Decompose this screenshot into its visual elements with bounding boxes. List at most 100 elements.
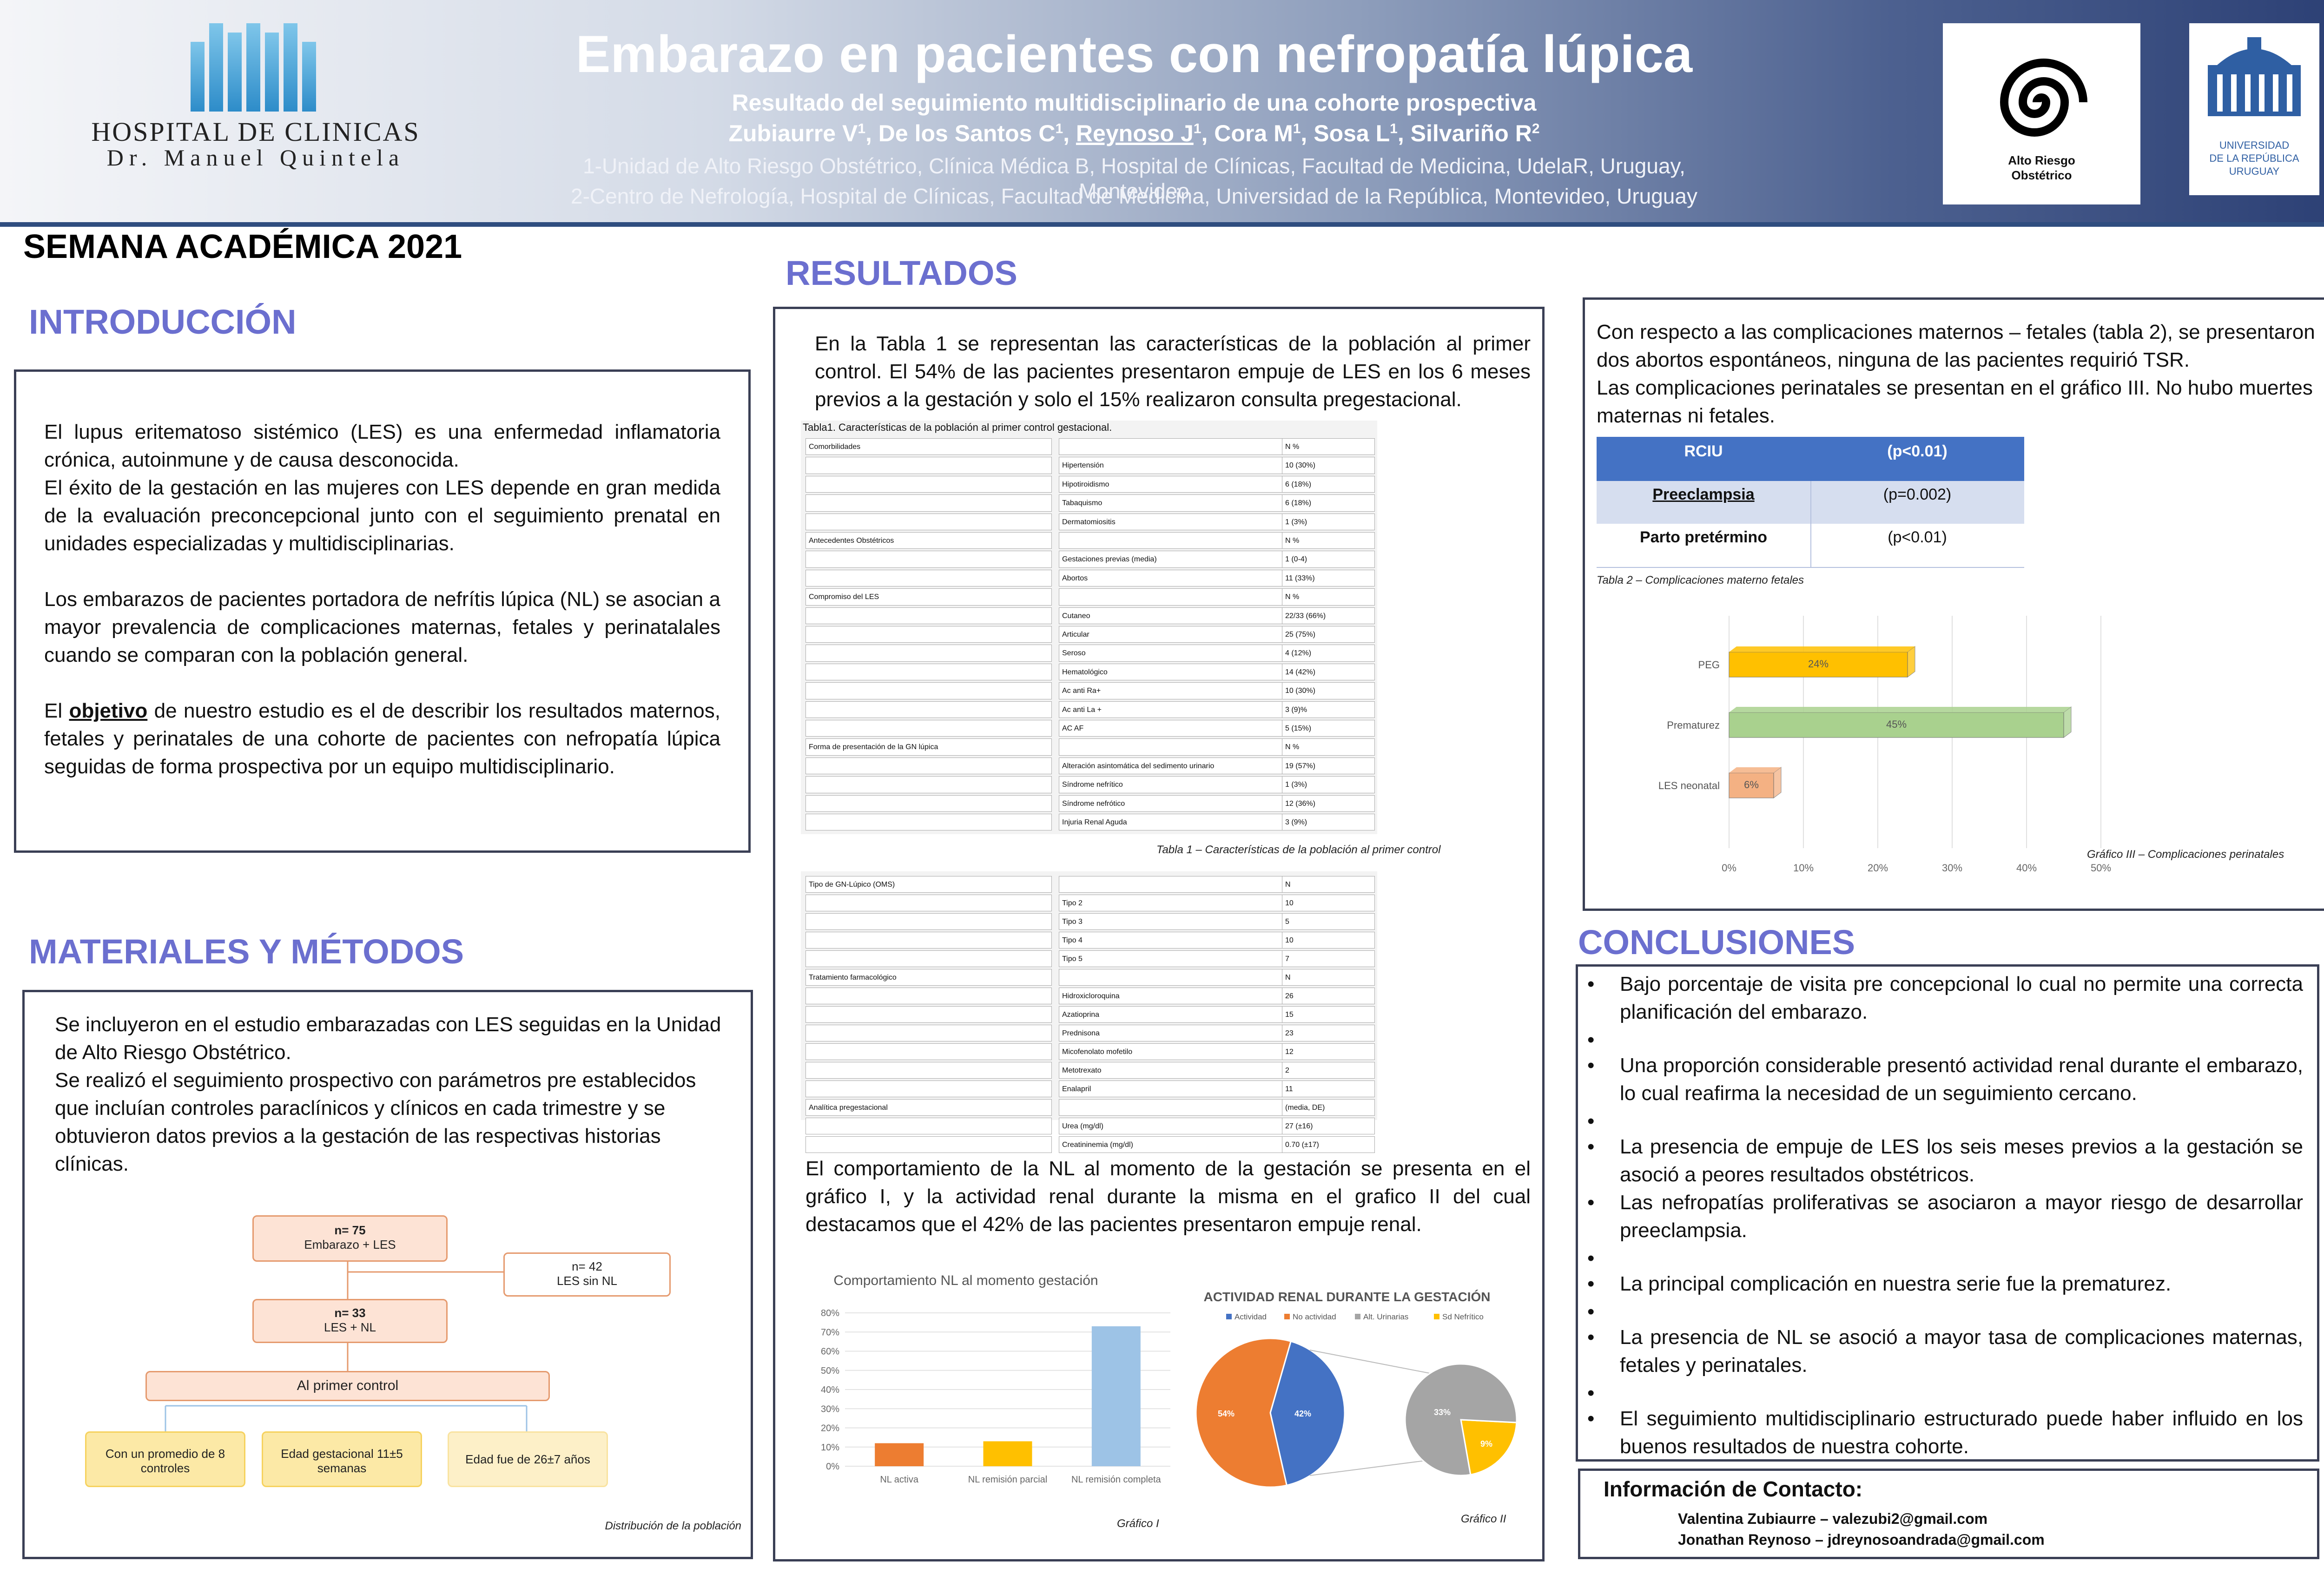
bar-peg (1729, 652, 1908, 678)
flow-n75-label: Embarazo + LES (304, 1238, 396, 1252)
table2-header: RCIU (p<0.01) (1597, 437, 2024, 481)
legend-swatch (1434, 1314, 1439, 1319)
pie-label: 42% (1294, 1409, 1311, 1418)
chart-nl-behavior: Comportamiento NL al momento gestación 0%… (821, 1273, 1170, 1485)
aro-logo-text2: Obstétrico (2011, 168, 2072, 182)
table-cell: Tipo de GN-Lúpico (OMS) (805, 876, 1052, 893)
category-label: Prematurez (1667, 719, 1720, 731)
table-row: AC AF 5 (15%) (805, 719, 1375, 737)
table-cell (805, 1080, 1052, 1097)
table-cell: 7 (1282, 950, 1375, 967)
table-row: Analítica pregestacional (media, DE) (805, 1098, 1375, 1116)
intro-p2: El éxito de la gestación en las mujeres … (44, 476, 720, 555)
intro-p4: El objetivo de nuestro estudio es el de … (44, 699, 720, 778)
conclusion-item: La presencia de NL se asoció a mayor tas… (1578, 1324, 2303, 1379)
table-cell (805, 663, 1052, 681)
table2-caption: Tabla 2 – Complicaciones materno fetales (1597, 574, 1804, 586)
table-cell: 10 (30%) (1282, 457, 1375, 474)
table-cell: (media, DE) (1282, 1099, 1375, 1116)
table-cell (805, 1136, 1052, 1153)
results-p2: El comportamiento de la NL al momento de… (805, 1157, 1531, 1236)
flow-n42-label: LES sin NL (556, 1274, 618, 1288)
table2-header-cell: RCIU (1684, 442, 1723, 460)
flow-n75: n= 75 (334, 1223, 366, 1237)
methods-p2: Se realizó el seguimiento prospectivo co… (55, 1069, 696, 1175)
conclusion-item: La principal complicación en nuestra ser… (1578, 1270, 2303, 1298)
results-p1: En la Tabla 1 se representan las caracte… (815, 332, 1531, 411)
affiliation-1: 1-Unidad de Alto Riesgo Obstétrico, Clín… (583, 154, 1685, 203)
table-row: Tabaquismo 6 (18%) (805, 494, 1375, 512)
table-row: Síndrome nefrítico 1 (3%) (805, 775, 1375, 793)
author: Sosa L (1314, 120, 1390, 146)
table2-cell: Preeclampsia (1652, 486, 1755, 503)
y-tick-label: 20% (821, 1423, 839, 1434)
y-tick-label: 60% (821, 1347, 839, 1357)
conclusions-list: Bajo porcentaje de visita pre concepcion… (1578, 970, 2303, 1461)
table-cell: 4 (12%) (1282, 645, 1375, 662)
hospital-logo (191, 23, 316, 112)
table-row: Enalapril 11 (805, 1080, 1375, 1097)
table-row: Seroso 4 (12%) (805, 644, 1375, 662)
table-cell (805, 475, 1052, 493)
x-tick-label: 30% (1942, 862, 1962, 874)
table-cell (805, 913, 1052, 930)
methods-heading: MATERIALES Y MÉTODOS (29, 932, 464, 971)
poster-title: Embarazo en pacientes con nefropatía lúp… (575, 25, 1693, 83)
udelar-text2: DE LA REPÚBLICA (2209, 152, 2299, 164)
conclusion-item: Bajo porcentaje de visita pre concepcion… (1578, 970, 2303, 1026)
x-tick-label: NL remisión parcial (968, 1475, 1047, 1485)
hospital-subname: Dr. Manuel Quintela (106, 145, 405, 171)
table-row: Comorbilidades N % (805, 437, 1375, 455)
table-row: Tipo 4 10 (805, 931, 1375, 949)
aro-logo-text1: Alto Riesgo (2008, 153, 2075, 167)
table-cell: Forma de presentación de la GN lúpica (805, 738, 1052, 756)
conclusion-item: Una proporción considerable presentó act… (1578, 1052, 2303, 1107)
complications-box: Con respecto a las complicaciones matern… (1583, 297, 2324, 911)
table-cell: 2 (1282, 1062, 1375, 1079)
table-cell (805, 950, 1052, 967)
bar-side (1773, 767, 1782, 798)
affiliation-2: 2-Centro de Nefrología, Hospital de Clín… (571, 184, 1697, 208)
contact-heading: Información de Contacto: (1604, 1477, 1863, 1501)
table-cell: Comorbilidades (805, 438, 1052, 455)
flow-n33-box: n= 33 LES + NL (252, 1299, 448, 1343)
author: Reynoso J (1076, 120, 1194, 146)
x-tick-label: NL remisión completa (1071, 1475, 1162, 1485)
x-tick-label: NL activa (880, 1475, 919, 1485)
x-tick-label: 50% (2091, 862, 2111, 874)
y-tick-label: 80% (821, 1308, 839, 1318)
table-cell: 12 (1282, 1043, 1375, 1060)
x-tick-label: 10% (1793, 862, 1814, 874)
conclusions-box: Bajo porcentaje de visita pre concepcion… (1576, 964, 2319, 1462)
table-cell: N % (1282, 532, 1375, 549)
table-cell: 1 (0-4) (1282, 551, 1375, 568)
table-row: Cutaneo 22/33 (66%) (805, 606, 1375, 624)
chart1-title: Comportamiento NL al momento gestación (833, 1273, 1098, 1288)
table-cell: 0.70 (±17) (1282, 1136, 1375, 1153)
table-cell (805, 1062, 1052, 1079)
x-tick-label: 20% (1868, 862, 1888, 874)
pie-label: 33% (1434, 1408, 1451, 1417)
conclusion-item: La presencia de empuje de LES los seis m… (1578, 1133, 2303, 1189)
table-cell: 6 (18%) (1282, 494, 1375, 512)
table-row: Injuria Renal Aguda 3 (9%) (805, 813, 1375, 831)
complications-p1: Con respecto a las complicaciones matern… (1597, 321, 2315, 371)
bar-nl-activa (875, 1443, 924, 1466)
table2-header-cell: (p<0.01) (1887, 442, 1948, 460)
flow-n42: n= 42 (572, 1259, 602, 1273)
author: Cora M (1214, 120, 1293, 146)
table-row: Azatioprina 15 (805, 1005, 1375, 1023)
bar-top (1729, 646, 1915, 652)
methods-p1: Se incluyeron en el estudio embarazadas … (55, 1013, 721, 1064)
table-cell: 1 (3%) (1282, 776, 1375, 793)
table-cell: 10 (1282, 932, 1375, 949)
category-label: PEG (1698, 659, 1720, 671)
table2-cell: (p<0.01) (1888, 528, 1947, 546)
header-divider (0, 222, 2324, 227)
table2-row: Preeclampsia (p=0.002) (1597, 481, 2024, 525)
table-row: Ac anti La +3 (9)% (805, 700, 1375, 718)
table-cell: 22/33 (66%) (1282, 607, 1375, 624)
bar-side (2063, 706, 2072, 738)
table-row: Micofenolato mofetilo 12 (805, 1042, 1375, 1060)
